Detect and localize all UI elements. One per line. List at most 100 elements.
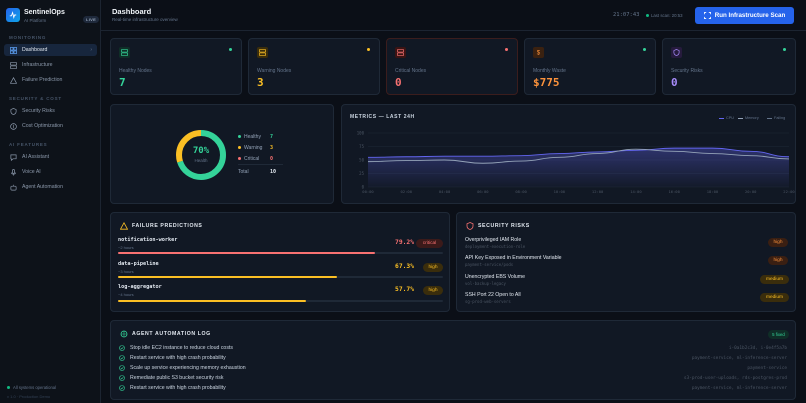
- level-badge: medium: [760, 293, 789, 302]
- chart-title: METRICS — LAST 24H: [350, 114, 415, 120]
- sidebar: SentinelOps AI Platform LIVE MONITORING …: [0, 0, 101, 403]
- stat-label: Monthly Waste: [533, 68, 566, 74]
- risk-name: Unencrypted EBS Volume: [465, 274, 525, 280]
- sidebar-item-cost-optimization[interactable]: Cost Optimization: [4, 120, 97, 132]
- prediction-eta: ~4 hours: [118, 292, 134, 297]
- section-label-security-cost: SECURITY & COST: [9, 96, 62, 101]
- y-tick-label: 75: [359, 144, 364, 149]
- sidebar-item-label: Dashboard: [22, 47, 48, 53]
- sidebar-item-infrastructure[interactable]: Infrastructure: [4, 59, 97, 71]
- sidebar-item-voice-ai[interactable]: Voice AI: [4, 166, 97, 178]
- status-dot-icon: [505, 48, 508, 51]
- health-label: Health: [194, 158, 208, 163]
- stat-card-security-risks[interactable]: Security Risks 0: [662, 38, 796, 95]
- y-tick-label: 50: [359, 158, 364, 163]
- y-tick-label: 0: [362, 185, 365, 190]
- prediction-bar-fill: [118, 276, 337, 278]
- scan-icon: [703, 12, 711, 19]
- log-target: s3-prod-user-uploads, rds-postgres-prod: [683, 376, 787, 381]
- prediction-name: log-aggregator: [118, 284, 162, 290]
- last-scan: Last scan: 20:53: [646, 13, 683, 18]
- alert-triangle-icon: [120, 222, 128, 230]
- risk-name: API Key Exposed in Environment Variable: [465, 255, 562, 261]
- server-icon: [10, 61, 17, 69]
- sidebar-item-dashboard[interactable]: Dashboard ›: [4, 44, 97, 56]
- donut-warning-segment: [176, 130, 226, 180]
- x-tick-label: 16:00: [668, 189, 680, 194]
- x-tick-label: 04:00: [439, 189, 451, 194]
- y-tick-label: 25: [359, 171, 364, 176]
- level-badge: critical: [416, 239, 443, 248]
- prediction-bar-fill: [118, 300, 306, 302]
- page-subtitle: Real-time infrastructure overview: [112, 17, 178, 22]
- header: Dashboard Real-time infrastructure overv…: [101, 0, 806, 31]
- brand-name: SentinelOps: [24, 9, 65, 16]
- log-item[interactable]: Scale up service experiencing memory exh…: [119, 365, 246, 371]
- stat-label: Warning Nodes: [257, 68, 292, 74]
- level-badge: high: [768, 256, 788, 265]
- legend-failing: Failing: [767, 116, 785, 120]
- prediction-eta: ~3 hours: [118, 269, 134, 274]
- section-label-monitoring: MONITORING: [9, 35, 47, 40]
- stat-card-healthy[interactable]: Healthy Nodes 7: [110, 38, 242, 95]
- version-label: v 1.0 · Production Demo: [7, 394, 51, 399]
- stat-card-critical[interactable]: Critical Nodes 0: [386, 38, 518, 95]
- run-scan-button[interactable]: Run Infrastructure Scan: [695, 7, 794, 24]
- server-icon: [395, 47, 406, 58]
- sidebar-item-security-risks[interactable]: Security Risks: [4, 105, 97, 117]
- chevron-right-icon: ›: [90, 47, 92, 53]
- stat-value: 0: [395, 76, 402, 89]
- shield-icon: [671, 47, 682, 58]
- level-badge: medium: [760, 275, 789, 284]
- prediction-percent: 67.3%: [395, 263, 414, 270]
- page-title: Dashboard: [112, 7, 152, 16]
- panel-title: AGENT AUTOMATION LOG: [132, 331, 211, 337]
- sidebar-item-ai-assistant[interactable]: AI Assistant: [4, 151, 97, 163]
- x-tick-label: 18:00: [707, 189, 719, 194]
- bot-icon: [120, 330, 128, 338]
- health-card: 70% Health Healthy 7 Warning 3 Critical 0 T…: [110, 104, 334, 204]
- stat-card-warning[interactable]: Warning Nodes 3: [248, 38, 380, 95]
- log-item[interactable]: Stop idle EC2 instance to reduce cloud c…: [119, 345, 233, 351]
- status-dot-icon: [367, 48, 370, 51]
- legend-critical: Critical 0: [238, 156, 283, 162]
- prediction-name: data-pipeline: [118, 261, 159, 267]
- sidebar-item-failure-prediction[interactable]: Failure Prediction: [4, 74, 97, 86]
- legend-total: Total 10: [238, 169, 277, 175]
- y-tick-label: 100: [357, 131, 365, 136]
- x-tick-label: 06:00: [477, 189, 489, 194]
- sidebar-item-agent-automation[interactable]: Agent Automation: [4, 181, 97, 193]
- stat-value: 7: [119, 76, 126, 89]
- brand[interactable]: SentinelOps AI Platform LIVE: [6, 6, 100, 24]
- sidebar-item-label: Security Risks: [22, 108, 55, 114]
- prediction-bar: [118, 300, 443, 302]
- level-badge: high: [768, 238, 788, 247]
- status-dot-icon: [7, 386, 10, 389]
- x-tick-label: 22:00: [783, 189, 795, 194]
- sidebar-item-label: Agent Automation: [22, 184, 63, 190]
- health-percent: 70%: [192, 146, 210, 156]
- log-item[interactable]: Restart service with high crash probabil…: [119, 385, 226, 391]
- risk-resource: vol-backup-legacy: [465, 281, 506, 286]
- check-circle-icon: [119, 375, 125, 381]
- metrics-chart: 0 25 50 75 100 00:00 02:00 04:00 06:00 08:00 10:00…: [357, 131, 796, 195]
- check-circle-icon: [119, 345, 125, 351]
- series-line-memory: [367, 148, 790, 164]
- stat-value: 3: [257, 76, 264, 89]
- legend-dot-icon: [238, 157, 241, 161]
- live-badge: LIVE: [83, 16, 100, 23]
- svg-text:$: $: [537, 50, 541, 56]
- stat-card-monthly-waste[interactable]: $ Monthly Waste $775: [524, 38, 656, 95]
- shield-icon: [10, 107, 17, 115]
- shield-icon: [466, 222, 474, 230]
- log-item[interactable]: Remediate public S3 bucket security risk: [119, 375, 223, 381]
- sidebar-item-label: Failure Prediction: [22, 77, 63, 83]
- log-item[interactable]: Restart service with high crash probabil…: [119, 355, 226, 361]
- x-tick-label: 14:00: [630, 189, 642, 194]
- mic-icon: [10, 168, 17, 176]
- legend-healthy: Healthy 7: [238, 134, 283, 140]
- failure-predictions-card: FAILURE PREDICTIONS notification-worker …: [110, 212, 450, 312]
- legend-line-icon: [719, 117, 724, 119]
- chat-icon: [10, 154, 17, 161]
